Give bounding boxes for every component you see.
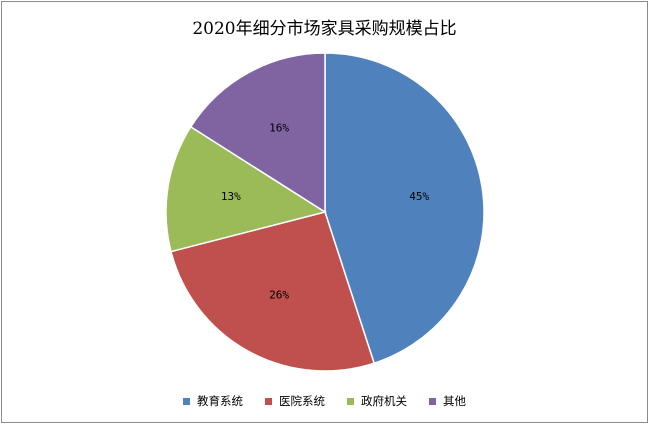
legend-swatch-education	[183, 397, 190, 405]
legend-swatch-other	[429, 397, 436, 405]
data-label-hospital: 26%	[269, 289, 289, 302]
pie-slice-other	[189, 52, 326, 214]
legend-item-hospital: 医院系统	[265, 393, 325, 409]
legend-label-education: 教育系统	[197, 394, 243, 408]
data-label-government: 13%	[221, 190, 241, 203]
legend-item-government: 政府机关	[347, 393, 407, 409]
legend-label-government: 政府机关	[361, 394, 407, 408]
legend-label-other: 其他	[443, 394, 466, 408]
legend-swatch-hospital	[265, 397, 272, 405]
legend-swatch-government	[347, 397, 354, 405]
legend-item-other: 其他	[429, 393, 466, 409]
legend-label-hospital: 医院系统	[279, 394, 325, 408]
legend-item-education: 教育系统	[183, 393, 243, 409]
data-label-education: 45%	[409, 190, 429, 203]
pie-slice-education	[324, 52, 485, 365]
pie-slice-government	[165, 125, 327, 253]
data-label-other: 16%	[269, 121, 289, 134]
pie-slice-hospital	[170, 211, 376, 372]
chart-title: 2020年细分市场家具采购规模占比	[192, 19, 457, 39]
legend: 教育系统 医院系统 政府机关 其他	[0, 393, 649, 409]
